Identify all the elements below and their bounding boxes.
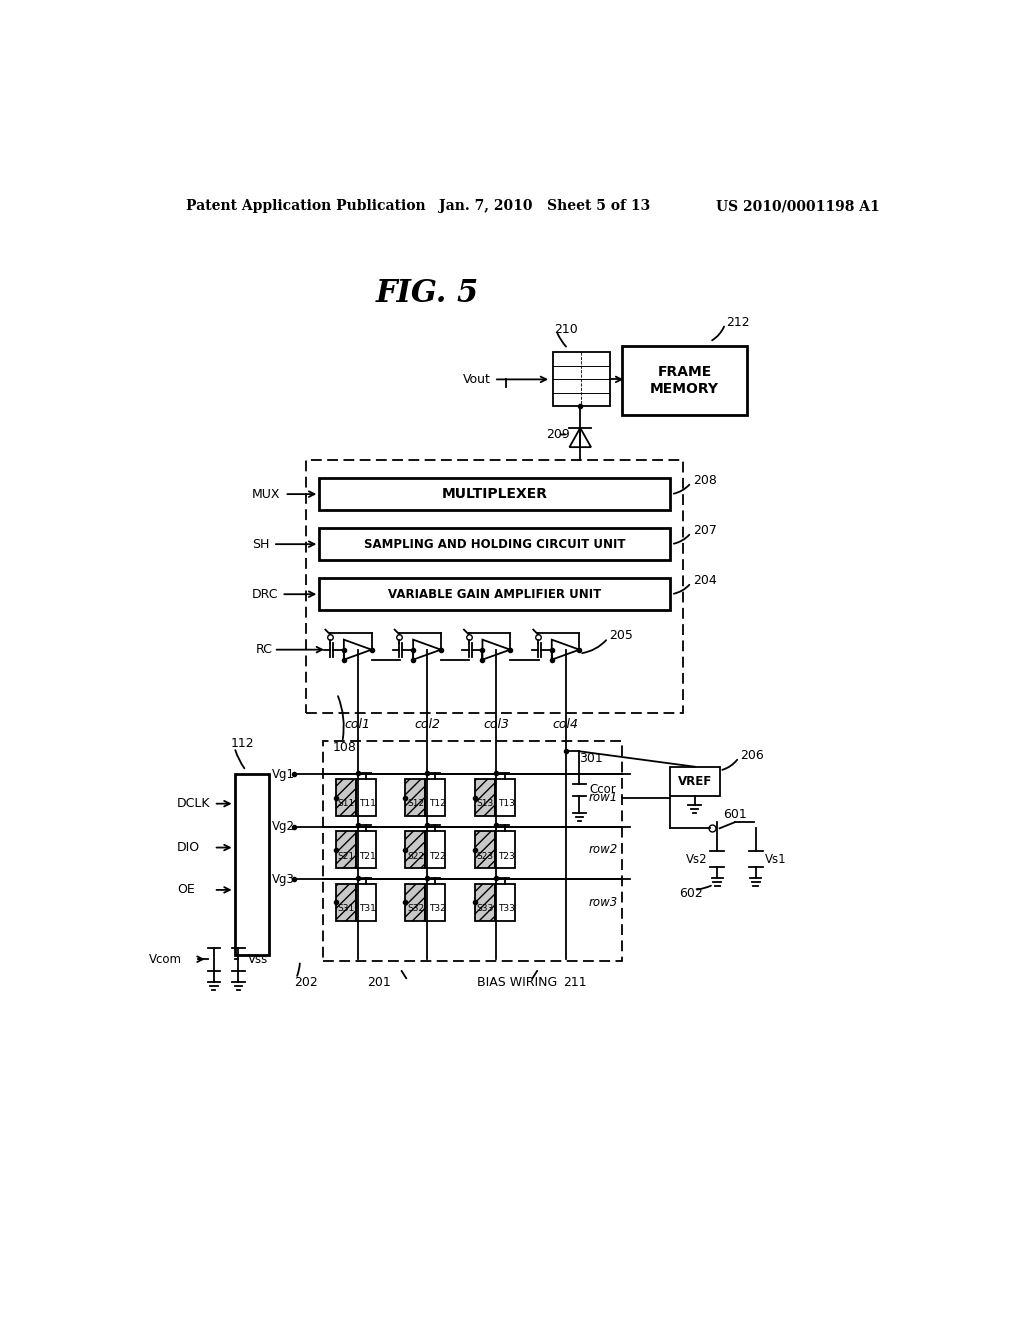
Bar xyxy=(495,832,515,869)
Text: US 2010/0001198 A1: US 2010/0001198 A1 xyxy=(716,199,880,213)
Text: BIAS WIRING: BIAS WIRING xyxy=(477,975,557,989)
Text: Vg1: Vg1 xyxy=(271,768,295,781)
Text: 207: 207 xyxy=(692,524,717,537)
Bar xyxy=(425,884,445,921)
Bar xyxy=(553,352,610,407)
Text: S12: S12 xyxy=(407,799,424,808)
Text: S21: S21 xyxy=(338,851,354,861)
Text: FIG. 5: FIG. 5 xyxy=(376,277,478,309)
Polygon shape xyxy=(569,428,591,447)
Text: 601: 601 xyxy=(724,808,748,821)
Bar xyxy=(425,832,445,869)
Text: 208: 208 xyxy=(692,474,717,487)
Text: 202: 202 xyxy=(295,975,318,989)
Text: S33: S33 xyxy=(476,904,494,913)
Text: MULTIPLEXER: MULTIPLEXER xyxy=(441,487,548,502)
Text: Vg3: Vg3 xyxy=(271,873,294,886)
Bar xyxy=(234,775,269,956)
Text: MUX: MUX xyxy=(252,487,281,500)
Text: Vcom: Vcom xyxy=(150,953,182,966)
Bar xyxy=(336,832,356,869)
Text: S32: S32 xyxy=(407,904,424,913)
Text: row1: row1 xyxy=(589,791,617,804)
Text: OE: OE xyxy=(177,883,195,896)
Text: col4: col4 xyxy=(553,718,579,731)
Text: Vout: Vout xyxy=(463,372,490,385)
Text: S13: S13 xyxy=(476,799,494,808)
Text: col2: col2 xyxy=(414,718,440,731)
Text: 201: 201 xyxy=(367,975,391,989)
Text: row3: row3 xyxy=(589,896,617,908)
Text: 204: 204 xyxy=(692,574,717,587)
Text: RC: RC xyxy=(256,643,273,656)
Text: S31: S31 xyxy=(338,904,354,913)
Text: Vg2: Vg2 xyxy=(271,820,295,833)
Bar xyxy=(475,779,495,816)
Text: Patent Application Publication: Patent Application Publication xyxy=(186,199,426,213)
Text: 112: 112 xyxy=(230,737,254,750)
Text: DIO: DIO xyxy=(177,841,200,854)
Bar xyxy=(319,578,670,610)
Bar xyxy=(406,832,425,869)
Text: T21: T21 xyxy=(359,851,376,861)
Bar xyxy=(475,884,495,921)
Text: T12: T12 xyxy=(429,799,445,808)
Bar xyxy=(670,767,720,796)
Bar xyxy=(622,346,748,414)
Text: DRC: DRC xyxy=(252,587,279,601)
Text: VARIABLE GAIN AMPLIFIER UNIT: VARIABLE GAIN AMPLIFIER UNIT xyxy=(388,587,601,601)
Text: Vs2: Vs2 xyxy=(686,853,708,866)
Polygon shape xyxy=(552,640,580,660)
Text: S23: S23 xyxy=(476,851,494,861)
Text: 108: 108 xyxy=(333,741,357,754)
Polygon shape xyxy=(413,640,441,660)
Polygon shape xyxy=(344,640,372,660)
Text: Jan. 7, 2010   Sheet 5 of 13: Jan. 7, 2010 Sheet 5 of 13 xyxy=(438,199,650,213)
Text: S22: S22 xyxy=(407,851,424,861)
Text: col3: col3 xyxy=(483,718,509,731)
Bar xyxy=(319,528,670,561)
Text: DCLK: DCLK xyxy=(177,797,210,810)
Text: VREF: VREF xyxy=(678,775,712,788)
Text: 210: 210 xyxy=(554,323,578,335)
Bar xyxy=(306,461,683,713)
Bar xyxy=(336,884,356,921)
Text: Vss: Vss xyxy=(248,953,268,966)
Text: 205: 205 xyxy=(609,630,634,643)
Text: SAMPLING AND HOLDING CIRCUIT UNIT: SAMPLING AND HOLDING CIRCUIT UNIT xyxy=(364,537,625,550)
Bar xyxy=(425,779,445,816)
Bar xyxy=(406,779,425,816)
Text: T23: T23 xyxy=(498,851,515,861)
Text: 212: 212 xyxy=(727,315,751,329)
Text: T31: T31 xyxy=(359,904,376,913)
Text: col1: col1 xyxy=(345,718,371,731)
Polygon shape xyxy=(482,640,510,660)
Text: S11: S11 xyxy=(338,799,354,808)
Text: SH: SH xyxy=(252,537,269,550)
Text: T32: T32 xyxy=(429,904,445,913)
Text: 211: 211 xyxy=(563,975,587,989)
Text: Vs1: Vs1 xyxy=(765,853,786,866)
Bar xyxy=(356,884,376,921)
Text: T22: T22 xyxy=(429,851,445,861)
Bar xyxy=(356,779,376,816)
Bar xyxy=(495,884,515,921)
Text: T13: T13 xyxy=(498,799,515,808)
Bar xyxy=(319,478,670,511)
Text: FRAME
MEMORY: FRAME MEMORY xyxy=(650,364,719,396)
Text: T33: T33 xyxy=(498,904,515,913)
Text: 301: 301 xyxy=(580,752,603,766)
Text: T11: T11 xyxy=(359,799,376,808)
Text: row2: row2 xyxy=(589,843,617,857)
Bar xyxy=(356,832,376,869)
Bar xyxy=(406,884,425,921)
Bar xyxy=(323,741,622,961)
Text: 209: 209 xyxy=(547,428,570,441)
Bar xyxy=(495,779,515,816)
Text: 206: 206 xyxy=(740,748,764,762)
Text: 602: 602 xyxy=(679,887,702,900)
Bar xyxy=(336,779,356,816)
Text: Ccor: Ccor xyxy=(590,783,616,796)
Bar xyxy=(475,832,495,869)
